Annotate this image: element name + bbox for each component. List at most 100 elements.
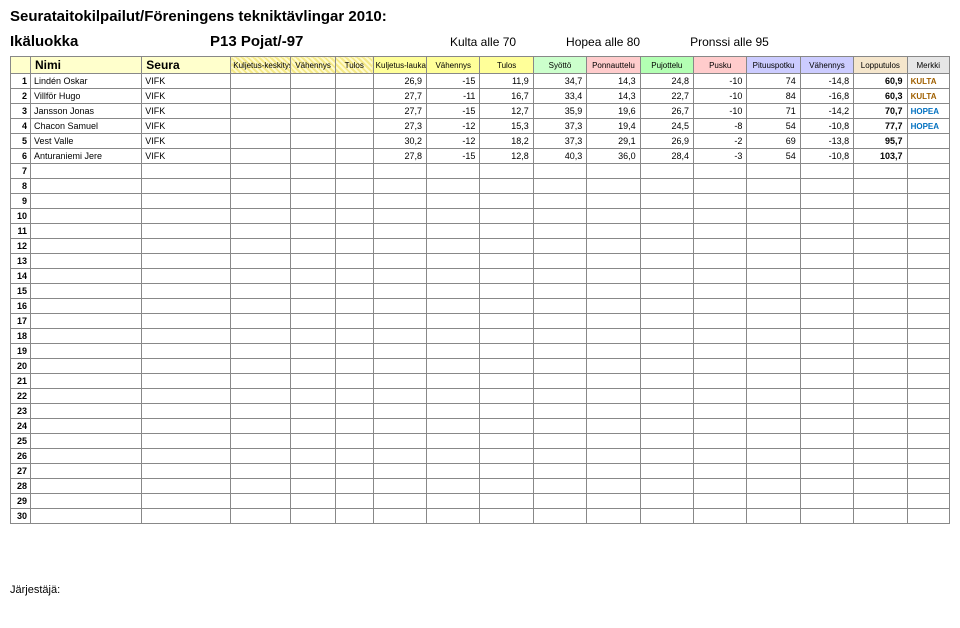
row-index: 18 xyxy=(11,329,31,344)
cell xyxy=(335,224,373,239)
cell xyxy=(533,269,586,284)
cell xyxy=(800,269,853,284)
cell xyxy=(800,299,853,314)
hdr-col12: Vähennys xyxy=(800,57,853,74)
cell xyxy=(427,434,480,449)
table-row: 17 xyxy=(11,314,950,329)
cell xyxy=(480,329,533,344)
cell xyxy=(142,269,231,284)
cell xyxy=(854,509,907,524)
cell xyxy=(800,449,853,464)
cell xyxy=(694,209,747,224)
cell xyxy=(907,164,949,179)
cell xyxy=(427,239,480,254)
cell xyxy=(31,359,142,374)
row-index: 15 xyxy=(11,284,31,299)
cell xyxy=(907,344,949,359)
cell xyxy=(587,434,640,449)
cell xyxy=(335,149,373,164)
table-row: 20 xyxy=(11,359,950,374)
cell xyxy=(587,359,640,374)
cell xyxy=(335,164,373,179)
cell xyxy=(587,419,640,434)
cell xyxy=(231,344,291,359)
cell xyxy=(640,359,693,374)
cell xyxy=(907,314,949,329)
hdr-col9: Pujottelu xyxy=(640,57,693,74)
cell xyxy=(694,194,747,209)
cell xyxy=(533,344,586,359)
table-row: 7 xyxy=(11,164,950,179)
cell xyxy=(854,494,907,509)
cell xyxy=(373,344,426,359)
cell xyxy=(31,314,142,329)
cell: 14,3 xyxy=(587,74,640,89)
cell xyxy=(142,464,231,479)
cell xyxy=(31,194,142,209)
medal-gold: Kulta alle 70 xyxy=(450,35,516,49)
cell xyxy=(291,164,336,179)
cell xyxy=(800,329,853,344)
cell xyxy=(854,284,907,299)
cell xyxy=(427,479,480,494)
cell xyxy=(291,209,336,224)
cell xyxy=(142,179,231,194)
row-index: 10 xyxy=(11,209,31,224)
cell xyxy=(854,389,907,404)
cell: -2 xyxy=(694,134,747,149)
cell xyxy=(291,179,336,194)
cell xyxy=(907,239,949,254)
cell xyxy=(427,314,480,329)
cell xyxy=(587,164,640,179)
cell xyxy=(335,269,373,284)
cell xyxy=(335,419,373,434)
cell: 35,9 xyxy=(533,104,586,119)
cell xyxy=(373,374,426,389)
cell xyxy=(291,89,336,104)
cell xyxy=(640,254,693,269)
hdr-nimi: Nimi xyxy=(31,57,142,74)
results-table: Nimi Seura Kuljetus-keskitys Vähennys Tu… xyxy=(10,56,950,524)
cell: -12 xyxy=(427,119,480,134)
cell: 18,2 xyxy=(480,134,533,149)
table-row: 15 xyxy=(11,284,950,299)
table-row: 27 xyxy=(11,464,950,479)
cell xyxy=(427,509,480,524)
cell: 28,4 xyxy=(640,149,693,164)
cell xyxy=(587,404,640,419)
cell xyxy=(373,479,426,494)
cell xyxy=(480,479,533,494)
cell xyxy=(640,284,693,299)
cell xyxy=(480,224,533,239)
cell xyxy=(291,104,336,119)
cell xyxy=(373,269,426,284)
cell: 27,7 xyxy=(373,104,426,119)
cell xyxy=(291,389,336,404)
cell xyxy=(335,209,373,224)
table-row: 25 xyxy=(11,434,950,449)
cell xyxy=(291,119,336,134)
table-header-row: Nimi Seura Kuljetus-keskitys Vähennys Tu… xyxy=(11,57,950,74)
cell: 36,0 xyxy=(587,149,640,164)
cell xyxy=(694,224,747,239)
cell: 30,2 xyxy=(373,134,426,149)
cell xyxy=(533,434,586,449)
cell xyxy=(747,494,800,509)
hdr-col6: Tulos xyxy=(480,57,533,74)
page-title: Seurataitokilpailut/Föreningens tekniktä… xyxy=(10,8,950,25)
row-index: 7 xyxy=(11,164,31,179)
cell xyxy=(427,464,480,479)
cell: -8 xyxy=(694,119,747,134)
cell xyxy=(142,284,231,299)
cell xyxy=(747,434,800,449)
hdr-col2: Vähennys xyxy=(291,57,336,74)
cell xyxy=(640,314,693,329)
cell xyxy=(640,494,693,509)
cell xyxy=(800,179,853,194)
cell xyxy=(31,449,142,464)
cell xyxy=(142,479,231,494)
cell: 11,9 xyxy=(480,74,533,89)
cell xyxy=(31,509,142,524)
cell xyxy=(800,224,853,239)
cell xyxy=(694,359,747,374)
